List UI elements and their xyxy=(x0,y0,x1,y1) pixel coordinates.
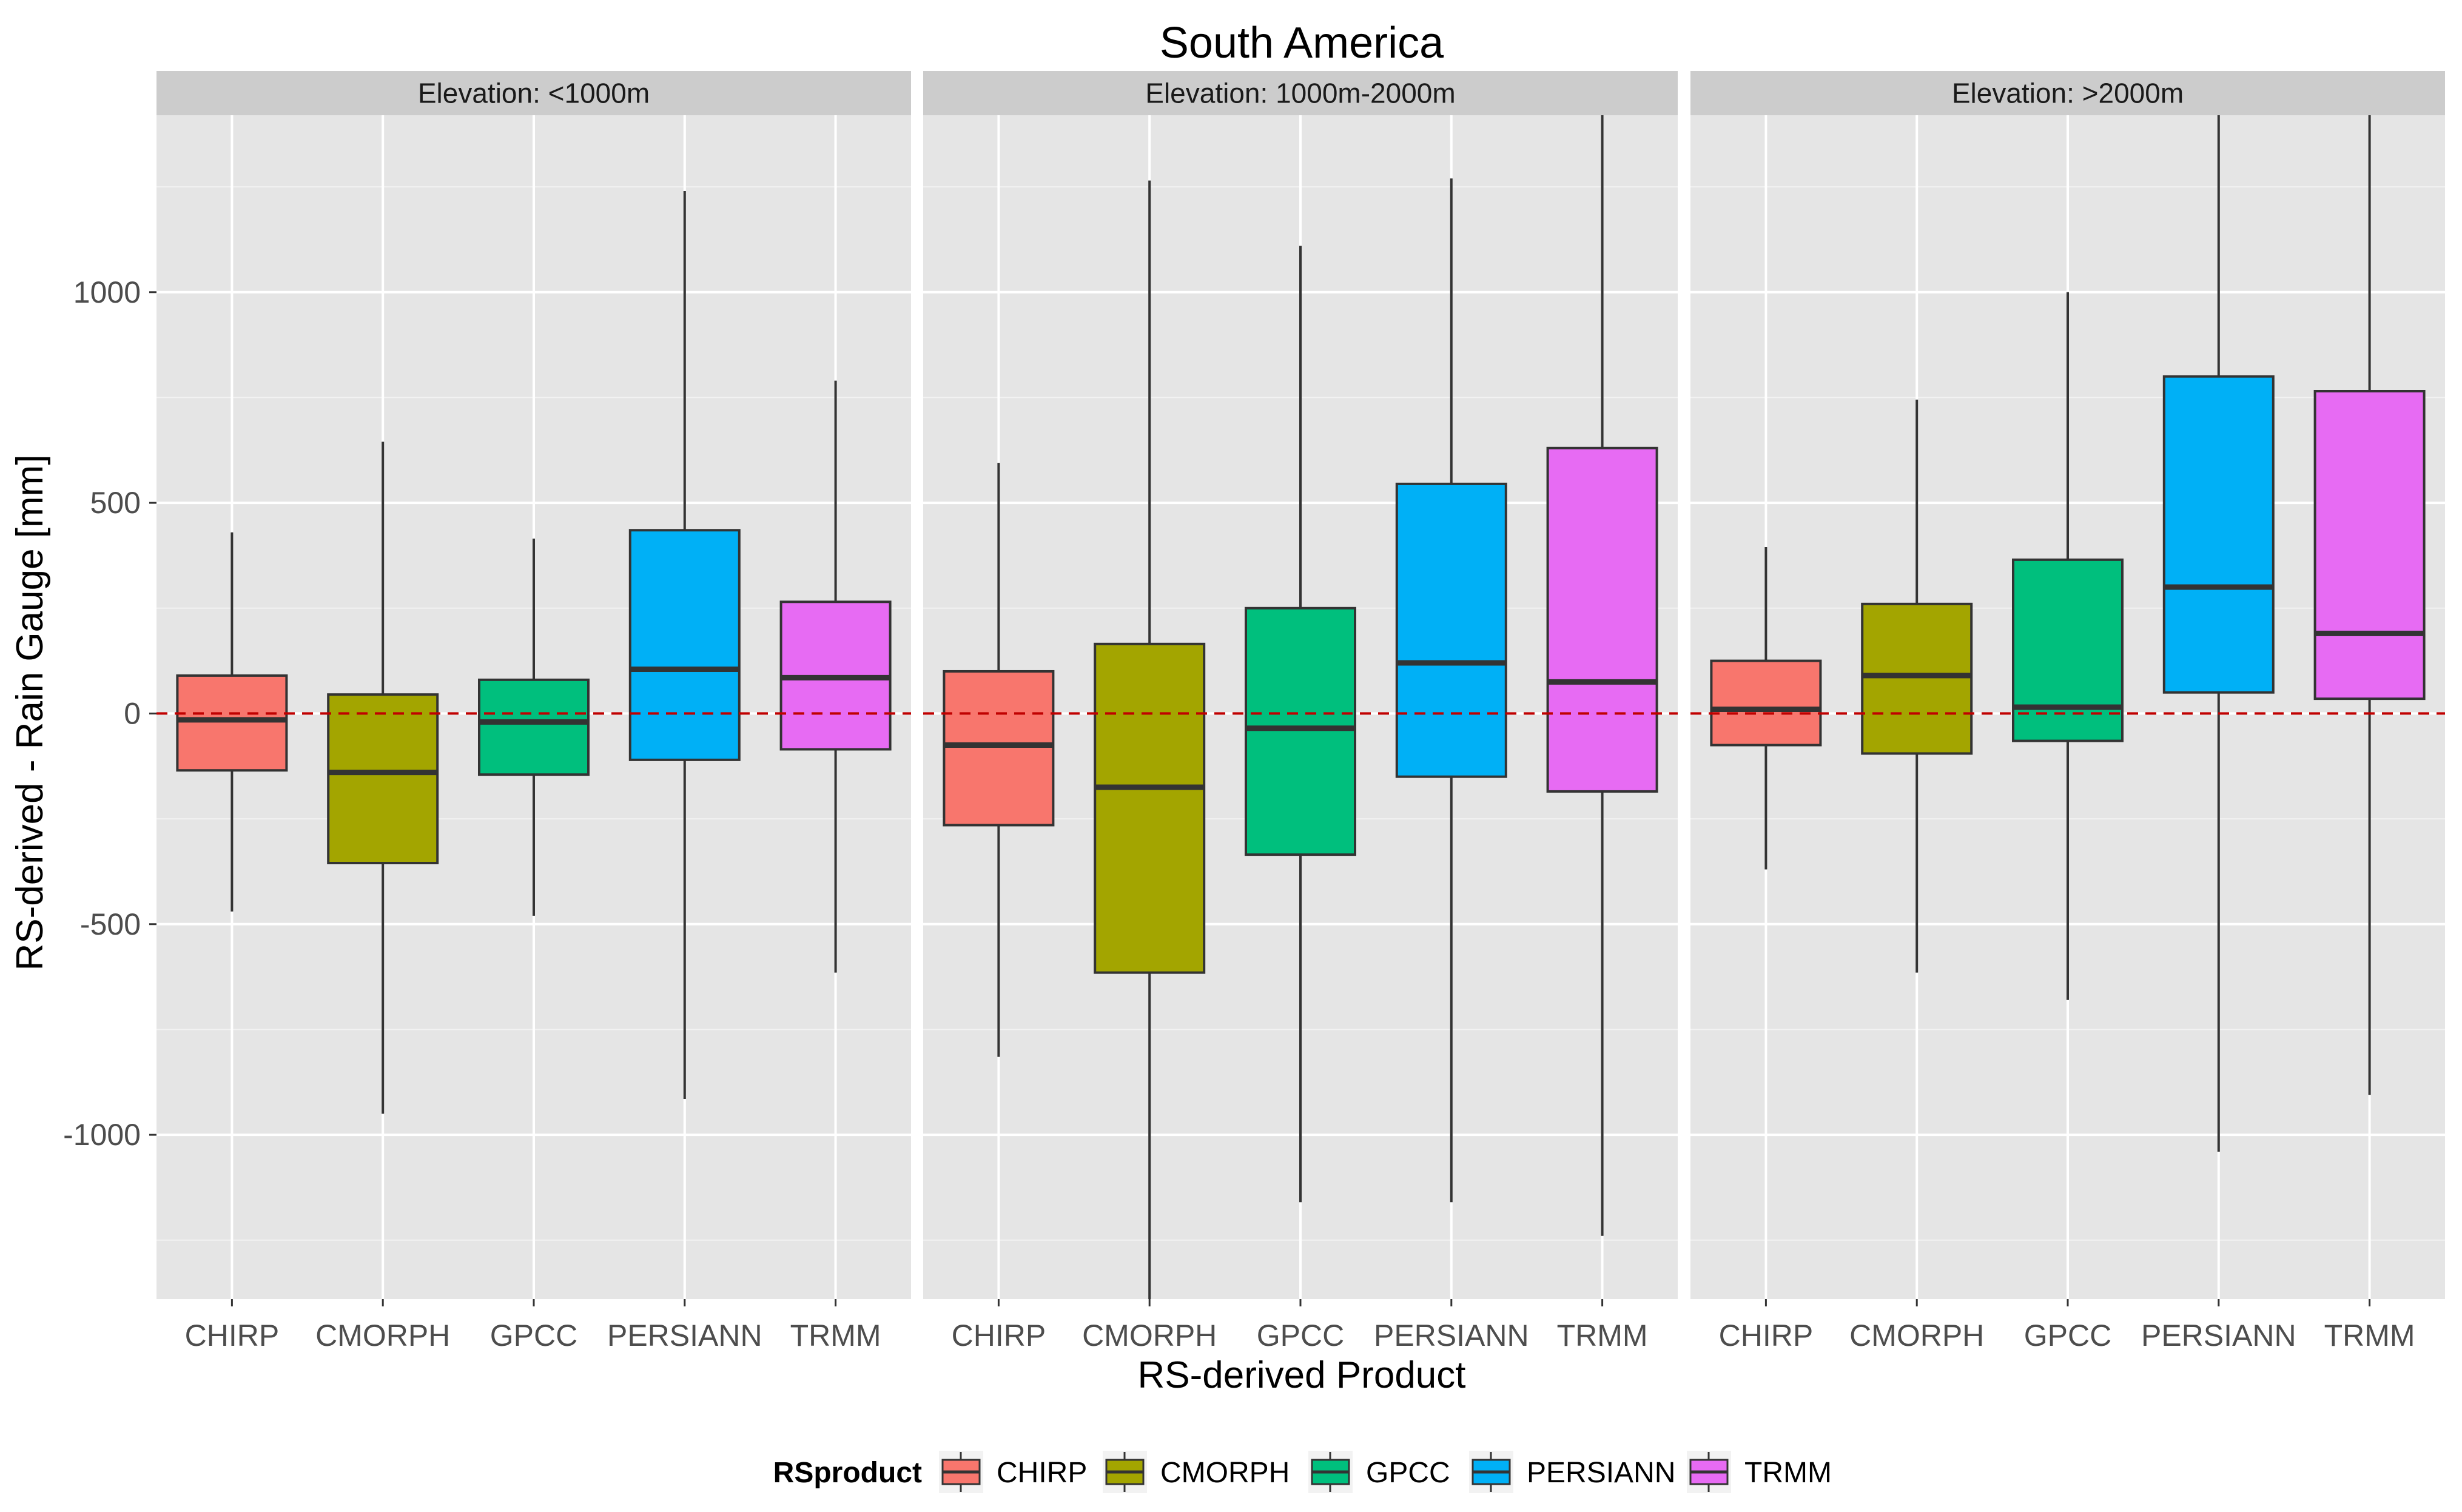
x-tick-label: CHIRP xyxy=(1719,1319,1814,1352)
box-chirp xyxy=(1710,547,1822,870)
x-tick-label: PERSIANN xyxy=(607,1319,762,1352)
panel-strip xyxy=(923,71,1678,115)
y-tick-label: 0 xyxy=(124,696,141,730)
x-tick-label: CHIRP xyxy=(952,1319,1046,1352)
box-body xyxy=(2012,558,2124,742)
y-tick-label: 500 xyxy=(90,486,141,520)
box-persiann xyxy=(628,191,741,1100)
x-tick-label: CMORPH xyxy=(1849,1319,1984,1352)
box-body xyxy=(1094,642,1206,974)
panel-strip-label: Elevation: 1000m-2000m xyxy=(1145,78,1455,109)
x-tick-label: PERSIANN xyxy=(1374,1319,1529,1352)
panel-2: Elevation: 1000m-2000m CHIRP CMORPH GPCC PER… xyxy=(923,71,1678,1352)
panel-strip xyxy=(156,71,911,115)
x-tick-label: GPCC xyxy=(1257,1319,1344,1352)
panel-strip-label: Elevation: <1000m xyxy=(418,78,650,109)
x-tick-label: CMORPH xyxy=(1082,1319,1217,1352)
panel-3: Elevation: >2000m CHIRP CMORPH GPCC PERSIANN… xyxy=(1690,71,2445,1352)
legend-item-chirp: CHIRP xyxy=(939,1451,1087,1493)
x-tick-label: GPCC xyxy=(2024,1319,2111,1352)
x-tick-label: TRMM xyxy=(2324,1319,2415,1352)
x-tick-label: TRMM xyxy=(1557,1319,1648,1352)
y-axis-title: RS-derived - Rain Gauge [mm] xyxy=(9,454,51,970)
box-body xyxy=(1546,446,1658,793)
box-cmorph xyxy=(327,442,439,1114)
box-gpcc xyxy=(2012,292,2124,1000)
legend-item-gpcc: GPCC xyxy=(1308,1451,1450,1493)
legend-item-cmorph: CMORPH xyxy=(1103,1451,1290,1493)
box-body xyxy=(2313,390,2426,701)
box-body xyxy=(1710,659,1822,747)
panel-1: Elevation: <1000m CHIRP CMORPH GPCC PERSIANN… xyxy=(156,71,911,1352)
box-persiann xyxy=(1395,178,1507,1203)
panels-layer: Elevation: <1000m CHIRP CMORPH GPCC PERSIANN… xyxy=(63,71,2445,1352)
box-persiann xyxy=(2162,115,2275,1152)
legend-label: TRMM xyxy=(1744,1457,1832,1489)
box-trmm xyxy=(2313,115,2426,1095)
chart-title: South America xyxy=(1160,19,1444,67)
legend-label: CMORPH xyxy=(1160,1457,1290,1489)
y-axis: -1000 -500 0 500 1000 xyxy=(63,275,156,1152)
legend-label: PERSIANN xyxy=(1527,1457,1675,1489)
box-body xyxy=(1861,602,1973,755)
box-gpcc xyxy=(478,539,590,916)
legend-label: GPCC xyxy=(1366,1457,1450,1489)
panel-strip xyxy=(1690,71,2445,115)
x-tick-label: CHIRP xyxy=(185,1319,280,1352)
box-chirp xyxy=(943,463,1055,1057)
box-body xyxy=(628,529,741,761)
box-chirp xyxy=(176,532,288,912)
box-cmorph xyxy=(1861,399,1973,973)
y-tick-label: -1000 xyxy=(63,1118,141,1152)
box-body xyxy=(327,693,439,865)
y-tick-label: 1000 xyxy=(73,275,141,309)
box-body xyxy=(176,674,288,772)
box-body xyxy=(1245,606,1356,856)
box-trmm xyxy=(1546,115,1658,1236)
x-axis-title: RS-derived Product xyxy=(1137,1354,1465,1396)
legend: RSproduct CHIRP CMORPH GPCC PERSIANN TRMM xyxy=(773,1451,1832,1493)
panel-strip-label: Elevation: >2000m xyxy=(1952,78,2184,109)
x-tick-label: TRMM xyxy=(790,1319,881,1352)
box-body xyxy=(1395,482,1507,778)
x-tick-label: GPCC xyxy=(490,1319,577,1352)
legend-item-persiann: PERSIANN xyxy=(1469,1451,1675,1493)
legend-title: RSproduct xyxy=(773,1457,922,1489)
box-body xyxy=(478,678,590,776)
box-gpcc xyxy=(1245,246,1356,1203)
box-cmorph xyxy=(1094,180,1206,1299)
box-trmm xyxy=(779,380,892,973)
y-tick-label: -500 xyxy=(80,907,141,941)
x-tick-label: CMORPH xyxy=(315,1319,450,1352)
legend-item-trmm: TRMM xyxy=(1687,1451,1832,1493)
box-body xyxy=(2162,375,2275,694)
x-tick-label: PERSIANN xyxy=(2141,1319,2296,1352)
box-body xyxy=(943,670,1055,827)
legend-label: CHIRP xyxy=(997,1457,1087,1489)
